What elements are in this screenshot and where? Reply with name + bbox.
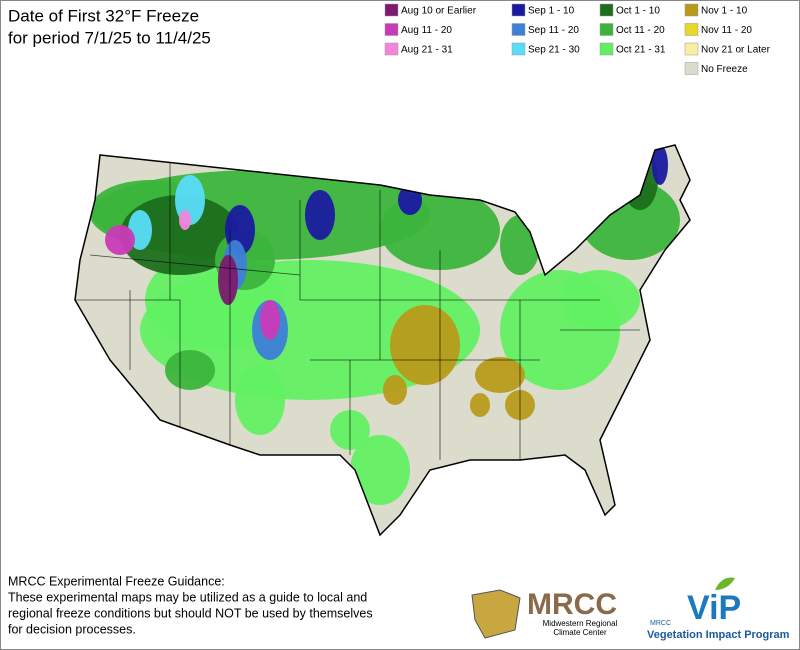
legend-label: Sep 11 - 20 [528,25,579,36]
vip-small: MRCC [650,620,671,627]
legend-swatch [599,3,614,17]
mrcc-logo-text: MRCC [527,588,617,621]
footer-line: regional freeze conditions but should NO… [8,606,373,620]
freeze-region [350,435,410,505]
legend-swatch [684,3,699,17]
legend-swatch [384,23,399,36]
legend-label: Oct 1 - 10 [616,6,660,17]
legend-label: Nov 11 - 20 [701,25,752,36]
legend-swatch [684,62,699,75]
vip-logo: ViP [687,589,741,627]
vip-leaf [715,577,735,590]
footer-line: These experimental maps may be utilized … [8,590,367,604]
freeze-region [105,225,135,255]
legend-label: Nov 1 - 10 [701,6,748,17]
map [75,145,690,535]
legend-label: Sep 21 - 30 [528,45,580,56]
title-line: Date of First 32°F Freeze [8,6,199,25]
freeze-region [120,195,240,275]
freeze-region [165,350,215,390]
legend-label: Oct 21 - 31 [616,45,666,56]
footer-line: for decision processes. [8,622,136,636]
freeze-region [475,357,525,393]
legend-label: Sep 1 - 10 [528,6,575,17]
legend-swatch [511,3,526,17]
footer-heading: MRCC Experimental Freeze Guidance: [8,574,225,588]
freeze-region [179,210,191,230]
freeze-region [470,393,490,417]
mrcc-logo-sub: Midwestern Regional [543,619,618,628]
legend-label: Nov 21 or Later [701,45,771,56]
freeze-region [390,305,460,385]
mrcc-logo-sub: Climate Center [553,628,607,637]
legend-swatch [599,23,614,36]
legend-swatch [384,3,399,17]
title-line: for period 7/1/25 to 11/4/25 [8,28,211,47]
legend-label: Oct 11 - 20 [616,25,665,36]
freeze-region [235,365,285,435]
legend-label: No Freeze [701,64,748,75]
legend-label: Aug 21 - 31 [401,45,453,56]
legend-label: Aug 10 or Earlier [401,6,477,17]
legend-label: Aug 11 - 20 [401,25,452,36]
legend-swatch [384,42,399,56]
legend-swatch [684,42,699,56]
legend: Aug 10 or Earlier Aug 11 - 20 Aug 21 - 31 S… [384,3,771,75]
legend-swatch [511,42,526,56]
freeze-region [260,300,280,340]
legend-swatch [511,23,526,36]
freeze-region [383,375,407,405]
legend-swatch [684,23,699,36]
legend-swatch [599,42,614,56]
state-border [89,254,301,276]
freeze-region [305,190,335,240]
vip-sub: Vegetation Impact Program [647,629,790,641]
mrcc-logo-map [471,589,521,639]
freeze-region [218,255,238,305]
freeze-region [652,145,668,185]
